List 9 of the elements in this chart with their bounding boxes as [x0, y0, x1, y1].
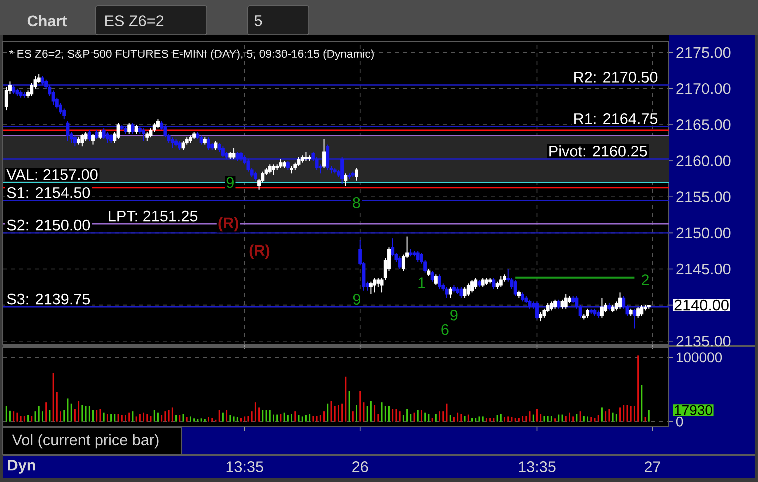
text: Vol (current price bar): [12, 434, 159, 449]
x-tick-label: 13:35: [519, 462, 556, 472]
x-tick-label: 26: [352, 462, 368, 472]
y-tick-label: 0: [676, 416, 684, 427]
y-tick-label: 100000: [676, 352, 722, 363]
text: 17930: [675, 405, 712, 416]
x-tick-label: 13:35: [226, 462, 264, 472]
text: Dyn: [8, 460, 36, 474]
x-tick-label: 27: [644, 462, 661, 472]
